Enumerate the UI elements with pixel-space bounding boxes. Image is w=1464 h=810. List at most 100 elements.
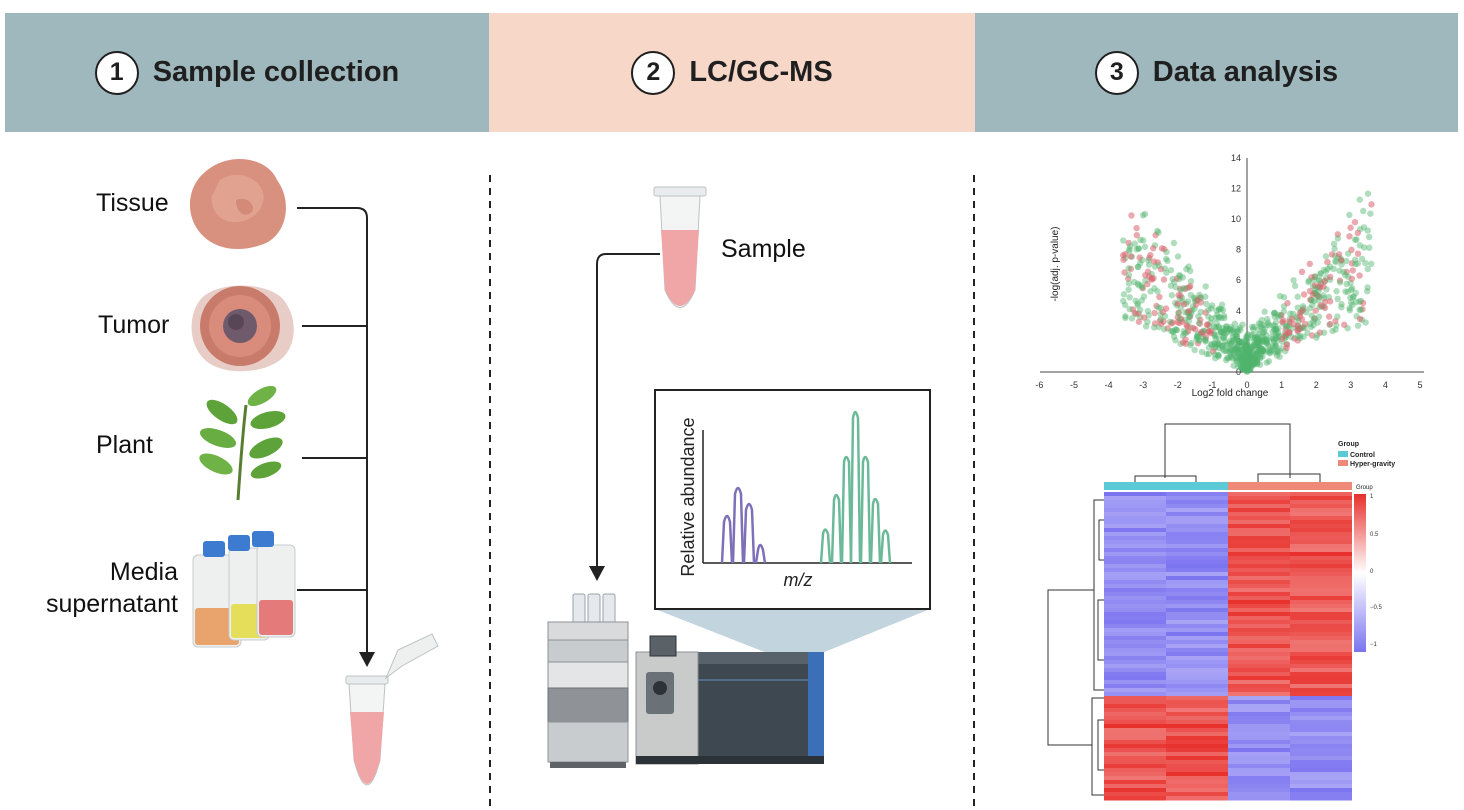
heatmap-cell — [1228, 600, 1290, 605]
volcano-point — [1234, 349, 1242, 356]
heatmap-cell — [1104, 648, 1166, 653]
heatmap-cell — [1104, 592, 1166, 597]
volcano-point — [1253, 360, 1261, 367]
volcano-point — [1215, 352, 1222, 359]
volcano-point — [1247, 344, 1254, 352]
volcano-point — [1247, 345, 1254, 353]
volcano-point — [1243, 334, 1251, 341]
volcano-y-tick-label: 6 — [1236, 275, 1241, 285]
volcano-point — [1177, 304, 1184, 312]
heatmap-cell — [1290, 760, 1352, 765]
volcano-point — [1140, 314, 1148, 321]
volcano-point — [1230, 350, 1238, 357]
volcano-point — [1233, 357, 1240, 365]
heatmap-cell — [1290, 712, 1352, 717]
volcano-point — [1220, 329, 1227, 336]
volcano-point — [1151, 309, 1158, 317]
volcano-point — [1215, 314, 1223, 321]
volcano-point — [1253, 336, 1260, 343]
heatmap-cell — [1228, 536, 1290, 541]
heatmap-cell — [1290, 520, 1352, 525]
volcano-point — [1347, 294, 1354, 301]
volcano-point — [1148, 276, 1155, 283]
volcano-point — [1321, 298, 1329, 306]
volcano-point — [1182, 300, 1190, 307]
volcano-point — [1205, 313, 1212, 320]
volcano-point — [1213, 319, 1220, 327]
volcano-point — [1263, 337, 1271, 344]
volcano-point — [1288, 315, 1296, 323]
volcano-point — [1356, 196, 1363, 203]
volcano-point — [1296, 325, 1304, 333]
volcano-point — [1283, 323, 1290, 330]
volcano-point — [1230, 335, 1238, 343]
volcano-point — [1341, 321, 1348, 328]
volcano-point — [1286, 320, 1293, 327]
volcano-point — [1238, 356, 1246, 364]
volcano-point — [1176, 315, 1183, 322]
volcano-point — [1138, 284, 1146, 291]
volcano-point — [1243, 362, 1250, 369]
volcano-point — [1273, 348, 1281, 355]
volcano-point — [1259, 347, 1267, 354]
volcano-point — [1251, 334, 1259, 341]
volcano-point — [1279, 338, 1286, 345]
volcano-point — [1262, 337, 1270, 344]
volcano-point — [1146, 254, 1153, 262]
volcano-point — [1268, 348, 1275, 355]
volcano-point — [1241, 341, 1248, 349]
volcano-point — [1137, 236, 1144, 244]
volcano-point — [1236, 353, 1243, 360]
row-dendrogram — [1047, 499, 1104, 796]
volcano-point — [1356, 306, 1363, 314]
heatmap-cell — [1228, 532, 1290, 537]
heatmap-cell — [1166, 524, 1228, 529]
heatmap-cell — [1104, 772, 1166, 777]
volcano-point — [1121, 269, 1128, 276]
volcano-point — [1271, 322, 1278, 329]
volcano-point — [1258, 346, 1265, 353]
collection-arrowhead — [359, 652, 375, 667]
volcano-point — [1229, 329, 1236, 336]
heatmap-cell — [1290, 784, 1352, 789]
volcano-point — [1343, 280, 1350, 288]
volcano-point — [1194, 340, 1202, 347]
volcano-point — [1247, 360, 1255, 368]
volcano-point — [1223, 341, 1230, 349]
heatmap-cell — [1166, 512, 1228, 517]
volcano-point — [1235, 339, 1243, 346]
volcano-point — [1241, 353, 1249, 361]
volcano-point — [1132, 297, 1139, 304]
volcano-point — [1215, 351, 1222, 359]
volcano-point — [1317, 271, 1324, 278]
heatmap-cell — [1228, 508, 1290, 513]
volcano-point — [1250, 357, 1258, 365]
volcano-point — [1311, 289, 1318, 296]
volcano-point — [1122, 313, 1129, 320]
volcano-point — [1253, 358, 1260, 365]
volcano-point — [1251, 360, 1258, 367]
legend-control-swatch — [1338, 451, 1348, 457]
volcano-point — [1219, 324, 1226, 332]
volcano-point — [1346, 307, 1354, 314]
volcano-point — [1167, 266, 1175, 274]
volcano-point — [1243, 340, 1251, 348]
volcano-point — [1208, 341, 1216, 349]
volcano-point — [1246, 366, 1254, 374]
volcano-point — [1255, 326, 1262, 334]
volcano-point — [1247, 360, 1254, 367]
volcano-point — [1120, 297, 1127, 305]
volcano-point — [1364, 227, 1371, 234]
volcano-point — [1168, 327, 1175, 335]
heatmap-cell — [1104, 644, 1166, 649]
volcano-point — [1215, 353, 1222, 360]
heatmap-cell — [1104, 500, 1166, 505]
volcano-point — [1169, 319, 1176, 326]
heatmap-cell — [1228, 776, 1290, 781]
volcano-point — [1226, 325, 1234, 333]
annotation-label: Group — [1356, 485, 1373, 491]
volcano-point — [1250, 352, 1257, 359]
volcano-point — [1233, 348, 1240, 356]
heatmap-cell — [1290, 616, 1352, 621]
volcano-point — [1342, 271, 1349, 279]
